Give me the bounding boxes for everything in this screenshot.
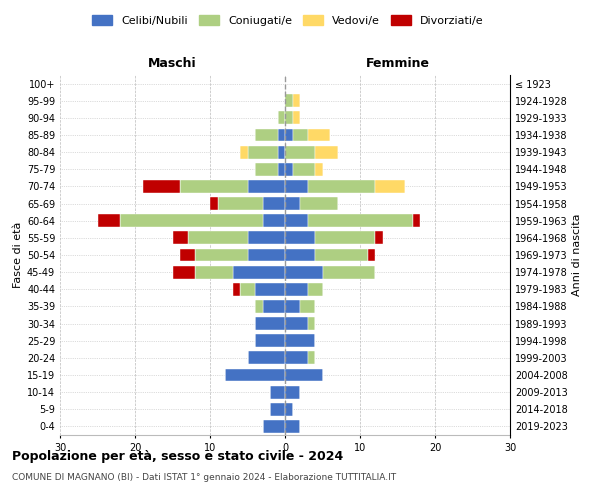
Bar <box>277 112 285 124</box>
Bar <box>308 352 315 364</box>
Bar <box>195 248 248 262</box>
Bar <box>248 232 285 244</box>
Bar <box>300 197 337 210</box>
Bar <box>218 197 263 210</box>
Bar <box>300 300 315 313</box>
Bar <box>285 300 300 313</box>
Bar <box>285 266 323 278</box>
Bar <box>308 180 375 193</box>
Bar <box>293 112 300 124</box>
Bar <box>285 403 293 415</box>
Bar <box>173 266 195 278</box>
Bar <box>270 403 285 415</box>
Bar <box>263 214 285 227</box>
Text: Maschi: Maschi <box>148 57 197 70</box>
Bar <box>255 128 277 141</box>
Bar <box>285 368 323 382</box>
Bar <box>293 128 308 141</box>
Bar <box>248 352 285 364</box>
Bar <box>367 248 375 262</box>
Bar <box>255 283 285 296</box>
Bar <box>285 232 315 244</box>
Bar <box>248 146 277 158</box>
Bar <box>240 283 255 296</box>
Bar <box>308 128 330 141</box>
Bar <box>225 368 285 382</box>
Bar <box>263 300 285 313</box>
Bar <box>97 214 120 227</box>
Bar <box>233 266 285 278</box>
Bar <box>195 266 233 278</box>
Bar <box>240 146 248 158</box>
Bar <box>308 214 413 227</box>
Bar <box>285 420 300 433</box>
Bar <box>255 317 285 330</box>
Bar <box>285 180 308 193</box>
Bar <box>315 146 337 158</box>
Bar <box>293 94 300 107</box>
Bar <box>375 232 383 244</box>
Bar <box>315 248 367 262</box>
Text: Femmine: Femmine <box>365 57 430 70</box>
Bar <box>277 128 285 141</box>
Bar <box>120 214 263 227</box>
Bar <box>270 386 285 398</box>
Bar <box>285 317 308 330</box>
Bar <box>248 248 285 262</box>
Bar <box>375 180 405 193</box>
Bar <box>255 163 277 175</box>
Bar <box>233 283 240 296</box>
Bar <box>308 317 315 330</box>
Bar <box>263 420 285 433</box>
Legend: Celibi/Nubili, Coniugati/e, Vedovi/e, Divorziati/e: Celibi/Nubili, Coniugati/e, Vedovi/e, Di… <box>88 10 488 30</box>
Bar <box>180 180 248 193</box>
Bar <box>263 197 285 210</box>
Bar <box>285 386 300 398</box>
Bar <box>180 248 195 262</box>
Bar <box>255 300 263 313</box>
Bar <box>285 334 315 347</box>
Bar <box>187 232 248 244</box>
Bar <box>285 197 300 210</box>
Bar <box>248 180 285 193</box>
Bar <box>173 232 187 244</box>
Bar <box>285 146 315 158</box>
Bar <box>285 283 308 296</box>
Bar <box>285 352 308 364</box>
Text: COMUNE DI MAGNANO (BI) - Dati ISTAT 1° gennaio 2024 - Elaborazione TUTTITALIA.IT: COMUNE DI MAGNANO (BI) - Dati ISTAT 1° g… <box>12 472 396 482</box>
Bar <box>413 214 420 227</box>
Bar <box>210 197 218 210</box>
Y-axis label: Fasce di età: Fasce di età <box>13 222 23 288</box>
Bar <box>285 214 308 227</box>
Bar <box>308 283 323 296</box>
Bar <box>323 266 375 278</box>
Bar <box>293 163 315 175</box>
Bar <box>285 128 293 141</box>
Bar <box>285 94 293 107</box>
Bar <box>285 112 293 124</box>
Text: Popolazione per età, sesso e stato civile - 2024: Popolazione per età, sesso e stato civil… <box>12 450 343 463</box>
Bar <box>315 232 375 244</box>
Bar <box>315 163 323 175</box>
Bar <box>277 146 285 158</box>
Y-axis label: Anni di nascita: Anni di nascita <box>572 214 582 296</box>
Bar <box>143 180 180 193</box>
Bar <box>255 334 285 347</box>
Bar <box>285 163 293 175</box>
Bar <box>277 163 285 175</box>
Bar <box>285 248 315 262</box>
